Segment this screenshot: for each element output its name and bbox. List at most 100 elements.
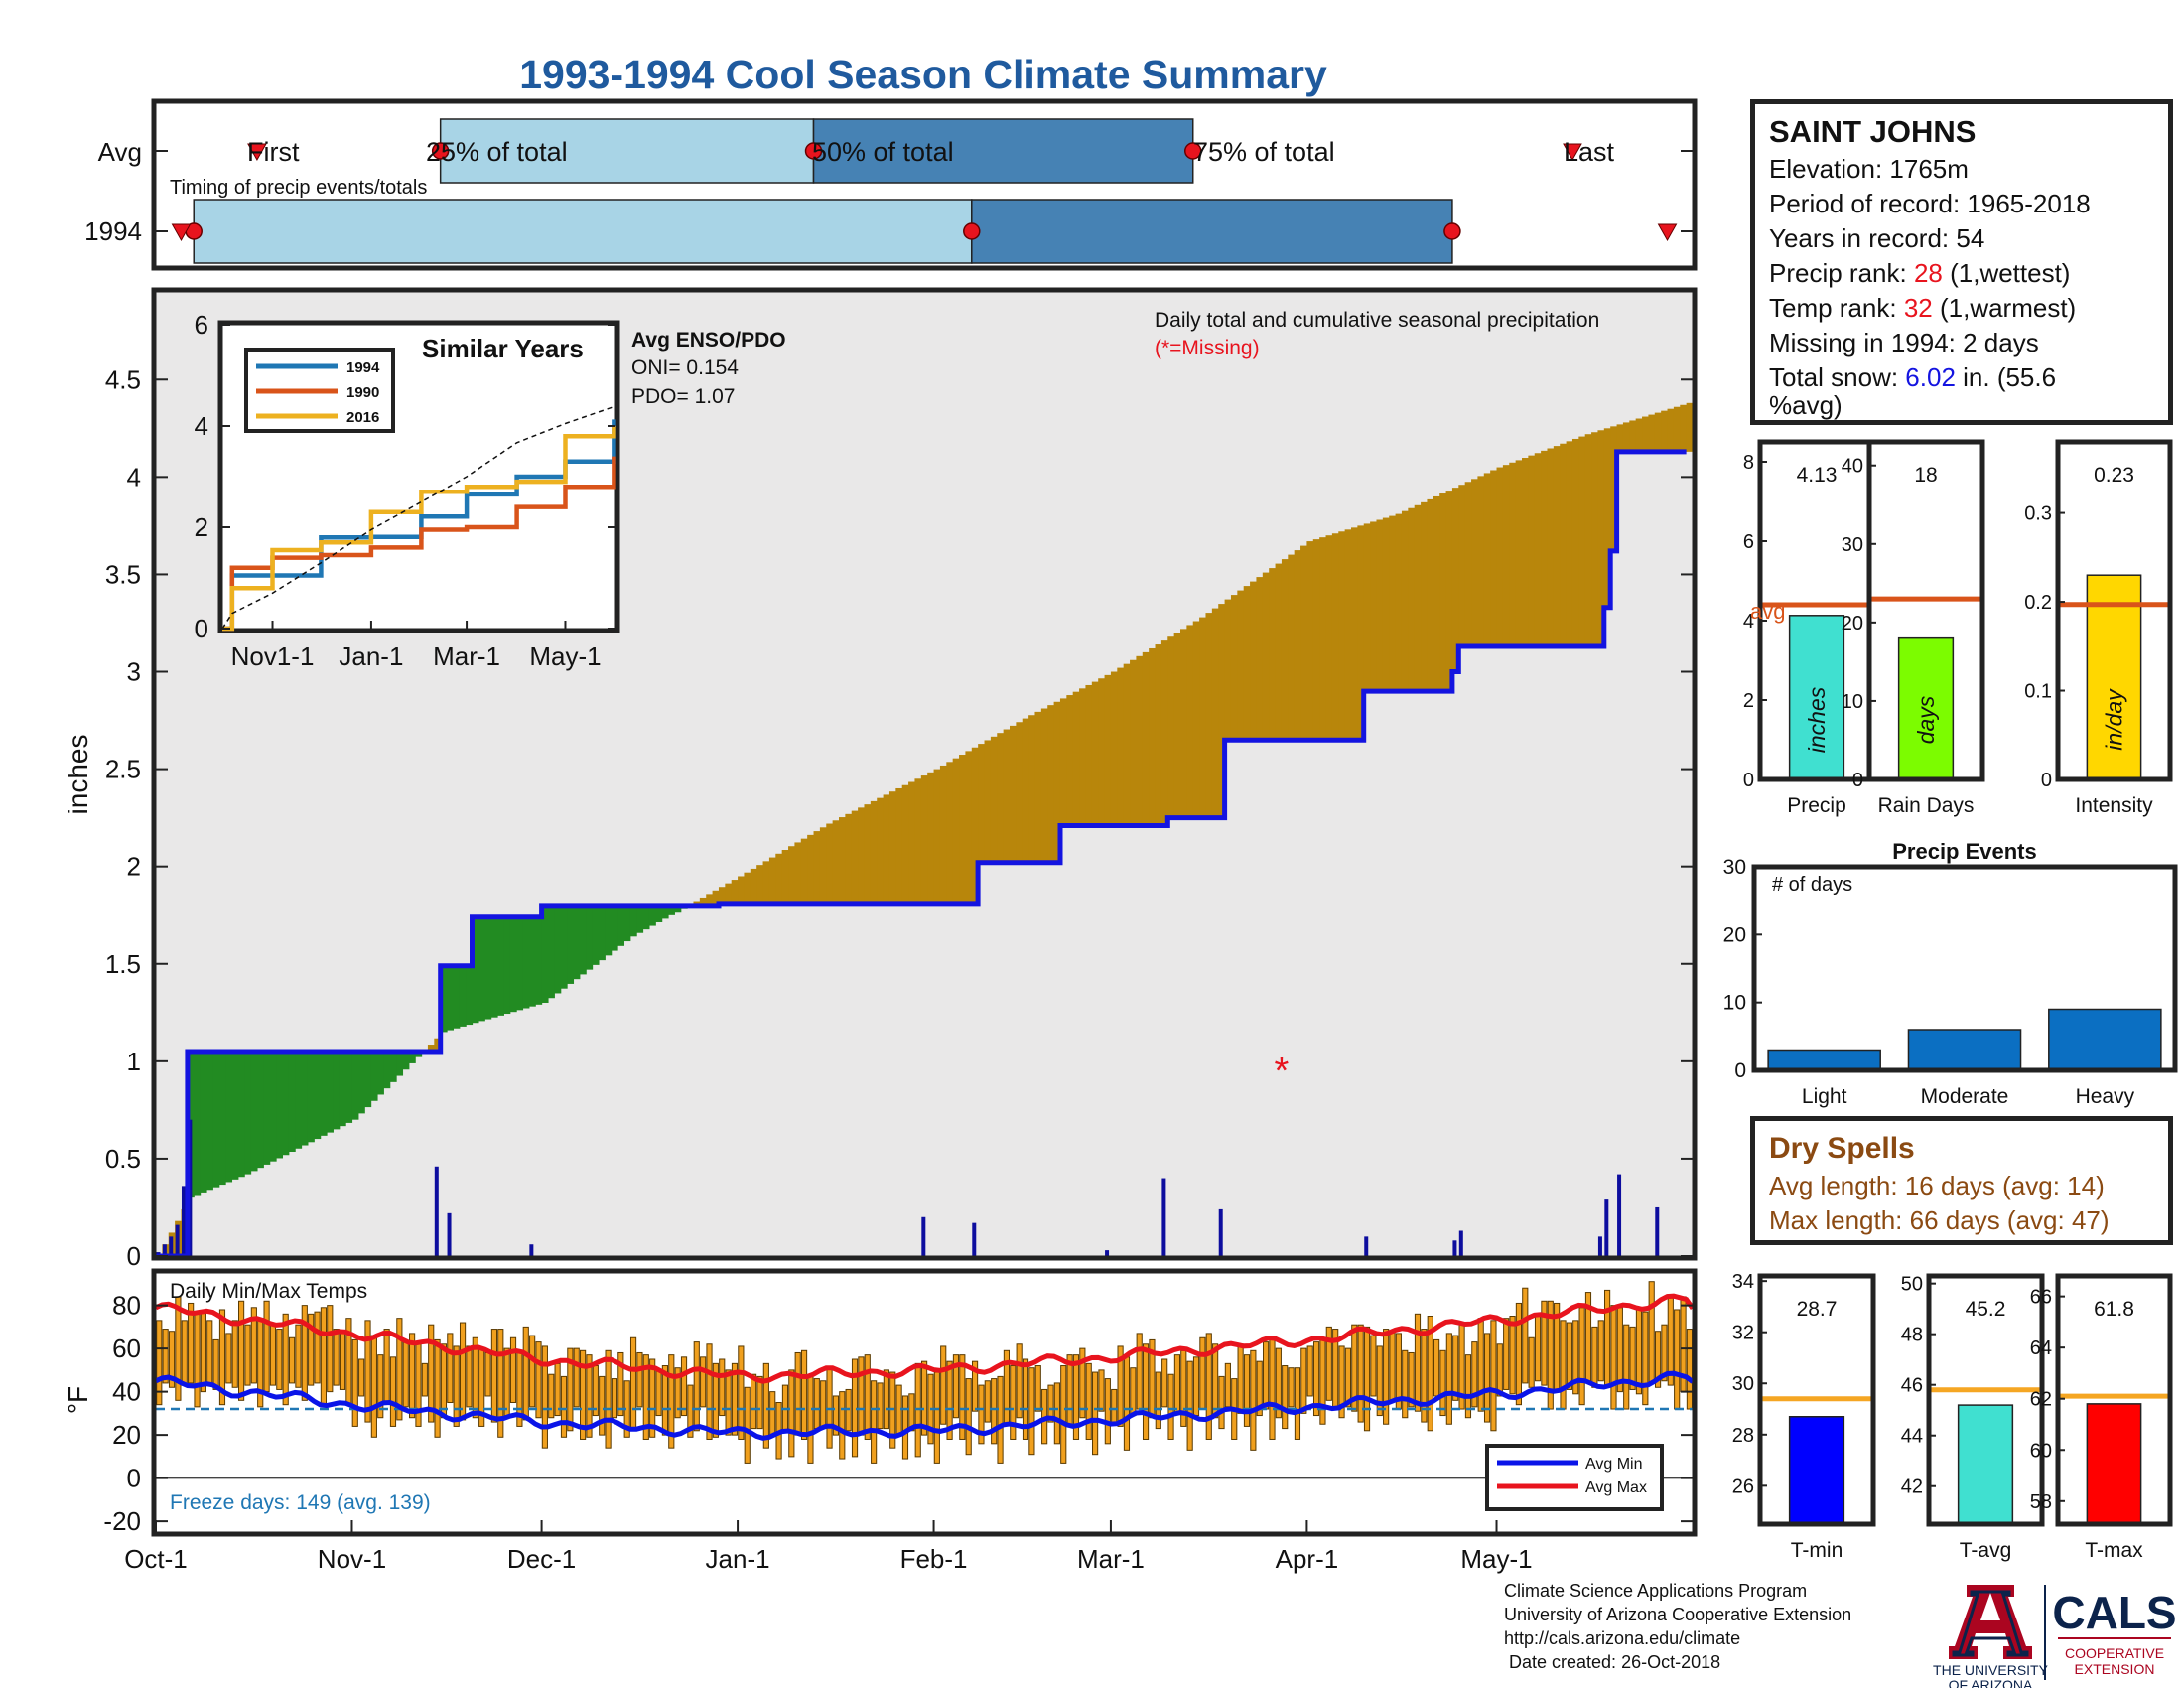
temps-panel: -20 0 20 40 60 80 Daily Min/Max Temps Freeze … — [63, 1268, 1698, 1574]
precip-diff-fill — [1477, 476, 1485, 647]
precip-diff-fill — [1382, 517, 1390, 692]
precip-summary-bars: 0 2 4 6 8 4.13 Precip inches avg 0 10 20 30 40 18 Rain … — [1743, 439, 2173, 817]
daily-temp-bar — [1218, 1375, 1225, 1430]
precip-diff-fill — [1275, 563, 1283, 741]
summary-tick-label: 20 — [1842, 613, 1863, 634]
daily-temp-bar — [1503, 1318, 1510, 1390]
precip-diff-fill — [611, 905, 618, 951]
daily-temp-bar — [1111, 1388, 1118, 1423]
timing-year-p75-marker — [1443, 222, 1461, 240]
precip-diff-fill — [1160, 640, 1168, 826]
precip-diff-fill — [586, 905, 594, 970]
precip-diff-fill — [200, 1052, 207, 1193]
daily-temp-bar — [1496, 1343, 1503, 1397]
dry-spells-box: Dry Spells Avg length: 16 days (avg: 14)… — [1750, 1116, 2173, 1245]
precip-y-tick-label: 0.5 — [105, 1144, 141, 1174]
daily-temp-bar — [1635, 1309, 1643, 1395]
precip-y-tick-label: 4 — [127, 462, 141, 492]
daily-temp-bar — [156, 1320, 163, 1406]
station-name: SAINT JOHNS — [1769, 114, 1977, 149]
daily-temp-bar — [794, 1351, 801, 1436]
precip-diff-fill — [725, 883, 733, 904]
daily-temp-bar — [1294, 1367, 1301, 1440]
daily-temp-bar — [276, 1329, 283, 1390]
precip-diff-fill — [250, 1052, 258, 1172]
daily-temp-bar — [693, 1341, 700, 1432]
daily-temp-bar — [1439, 1349, 1446, 1417]
daily-temp-bar — [1572, 1320, 1579, 1395]
summary-tick-label: 50 — [1901, 1274, 1923, 1296]
precip-diff-fill — [541, 905, 549, 1003]
precip-diff-fill — [997, 733, 1005, 863]
precip-diff-fill — [1325, 535, 1333, 741]
precip-diff-fill — [1072, 691, 1080, 826]
daily-temp-bar — [484, 1351, 491, 1397]
precip-diff-fill — [434, 1038, 442, 1053]
daily-temp-bar — [1483, 1333, 1491, 1423]
summary-category-label: T-min — [1791, 1539, 1843, 1562]
daily-temp-bar — [1509, 1316, 1516, 1395]
precip-diff-fill — [554, 905, 562, 994]
daily-temp-bar — [946, 1360, 953, 1440]
precip-diff-fill — [1047, 705, 1055, 863]
precip-diff-fill — [1427, 498, 1434, 692]
daily-temp-bar — [700, 1356, 707, 1408]
daily-precip-bar — [181, 1186, 186, 1256]
precip-diff-fill — [1028, 715, 1036, 863]
precip-diff-fill — [1294, 550, 1301, 741]
precip-diff-fill — [1591, 432, 1599, 647]
summary-panel-frame — [1757, 1273, 1876, 1527]
precip-diff-fill — [1534, 453, 1542, 647]
daily-temp-bar — [965, 1378, 972, 1456]
daily-temp-bar — [231, 1320, 238, 1388]
timing-avg-p25-marker — [431, 142, 450, 160]
daily-precip-bar — [1105, 1250, 1110, 1256]
daily-temp-bar — [188, 1302, 195, 1384]
daily-temp-bar — [1402, 1349, 1409, 1419]
precip-diff-fill — [1098, 678, 1106, 826]
precip-diff-fill — [1578, 436, 1586, 647]
summary-category-label: Intensity — [2075, 794, 2153, 817]
inset-y-tick-label: 6 — [195, 310, 208, 340]
daily-temp-bar — [370, 1335, 377, 1438]
precip-diff-fill — [1648, 414, 1656, 452]
precip-diff-fill — [738, 876, 746, 904]
timing-caption: Timing of precip events/totals — [170, 177, 427, 199]
daily-temp-bar — [1104, 1378, 1111, 1445]
inset-x-tick-label: Jan-1 — [339, 641, 403, 671]
summary-tick-label: 2 — [1743, 690, 1754, 712]
summary-panel-frame — [2055, 1273, 2173, 1527]
precip-diff-fill — [237, 1052, 245, 1178]
cals-wordmark: CALS — [2052, 1587, 2176, 1638]
daily-temp-bar — [725, 1369, 732, 1436]
precip-diff-fill — [1010, 725, 1017, 863]
precip-diff-fill — [1104, 674, 1112, 826]
precip-diff-fill — [1312, 539, 1320, 741]
daily-temp-bar — [1471, 1341, 1478, 1408]
precip-diff-fill — [1401, 510, 1409, 692]
daily-temp-bar — [971, 1360, 979, 1412]
temp-y-tick-label: 20 — [112, 1420, 141, 1450]
precip-diff-fill — [959, 755, 967, 904]
daily-temp-bar — [611, 1378, 618, 1419]
daily-temp-bar — [295, 1324, 302, 1388]
inset-x-tick-label: Nov1-1 — [231, 641, 315, 671]
daily-precip-bar — [1452, 1240, 1457, 1256]
daily-temp-bar — [1199, 1336, 1206, 1410]
daily-temp-bar — [901, 1395, 909, 1460]
daily-temp-bar — [629, 1336, 637, 1432]
precip-diff-fill — [1288, 554, 1296, 741]
precip-diff-fill — [1059, 698, 1067, 826]
daily-temp-bar — [1452, 1335, 1459, 1401]
precip-diff-fill — [794, 842, 802, 904]
precip-diff-fill — [478, 916, 485, 1022]
precip-y-tick-label: 2.5 — [105, 755, 141, 784]
precip-diff-fill — [1085, 684, 1093, 826]
precip-diff-fill — [282, 1052, 290, 1156]
daily-temp-bar — [1047, 1384, 1054, 1423]
daily-temp-bar — [1560, 1320, 1567, 1410]
precip-diff-fill — [1066, 695, 1074, 826]
enso-title: Avg ENSO/PDO — [631, 329, 786, 352]
ua-logo: THE UNIVERSITY OF ARIZONA CALS COOPERATI… — [1933, 1585, 2177, 1688]
